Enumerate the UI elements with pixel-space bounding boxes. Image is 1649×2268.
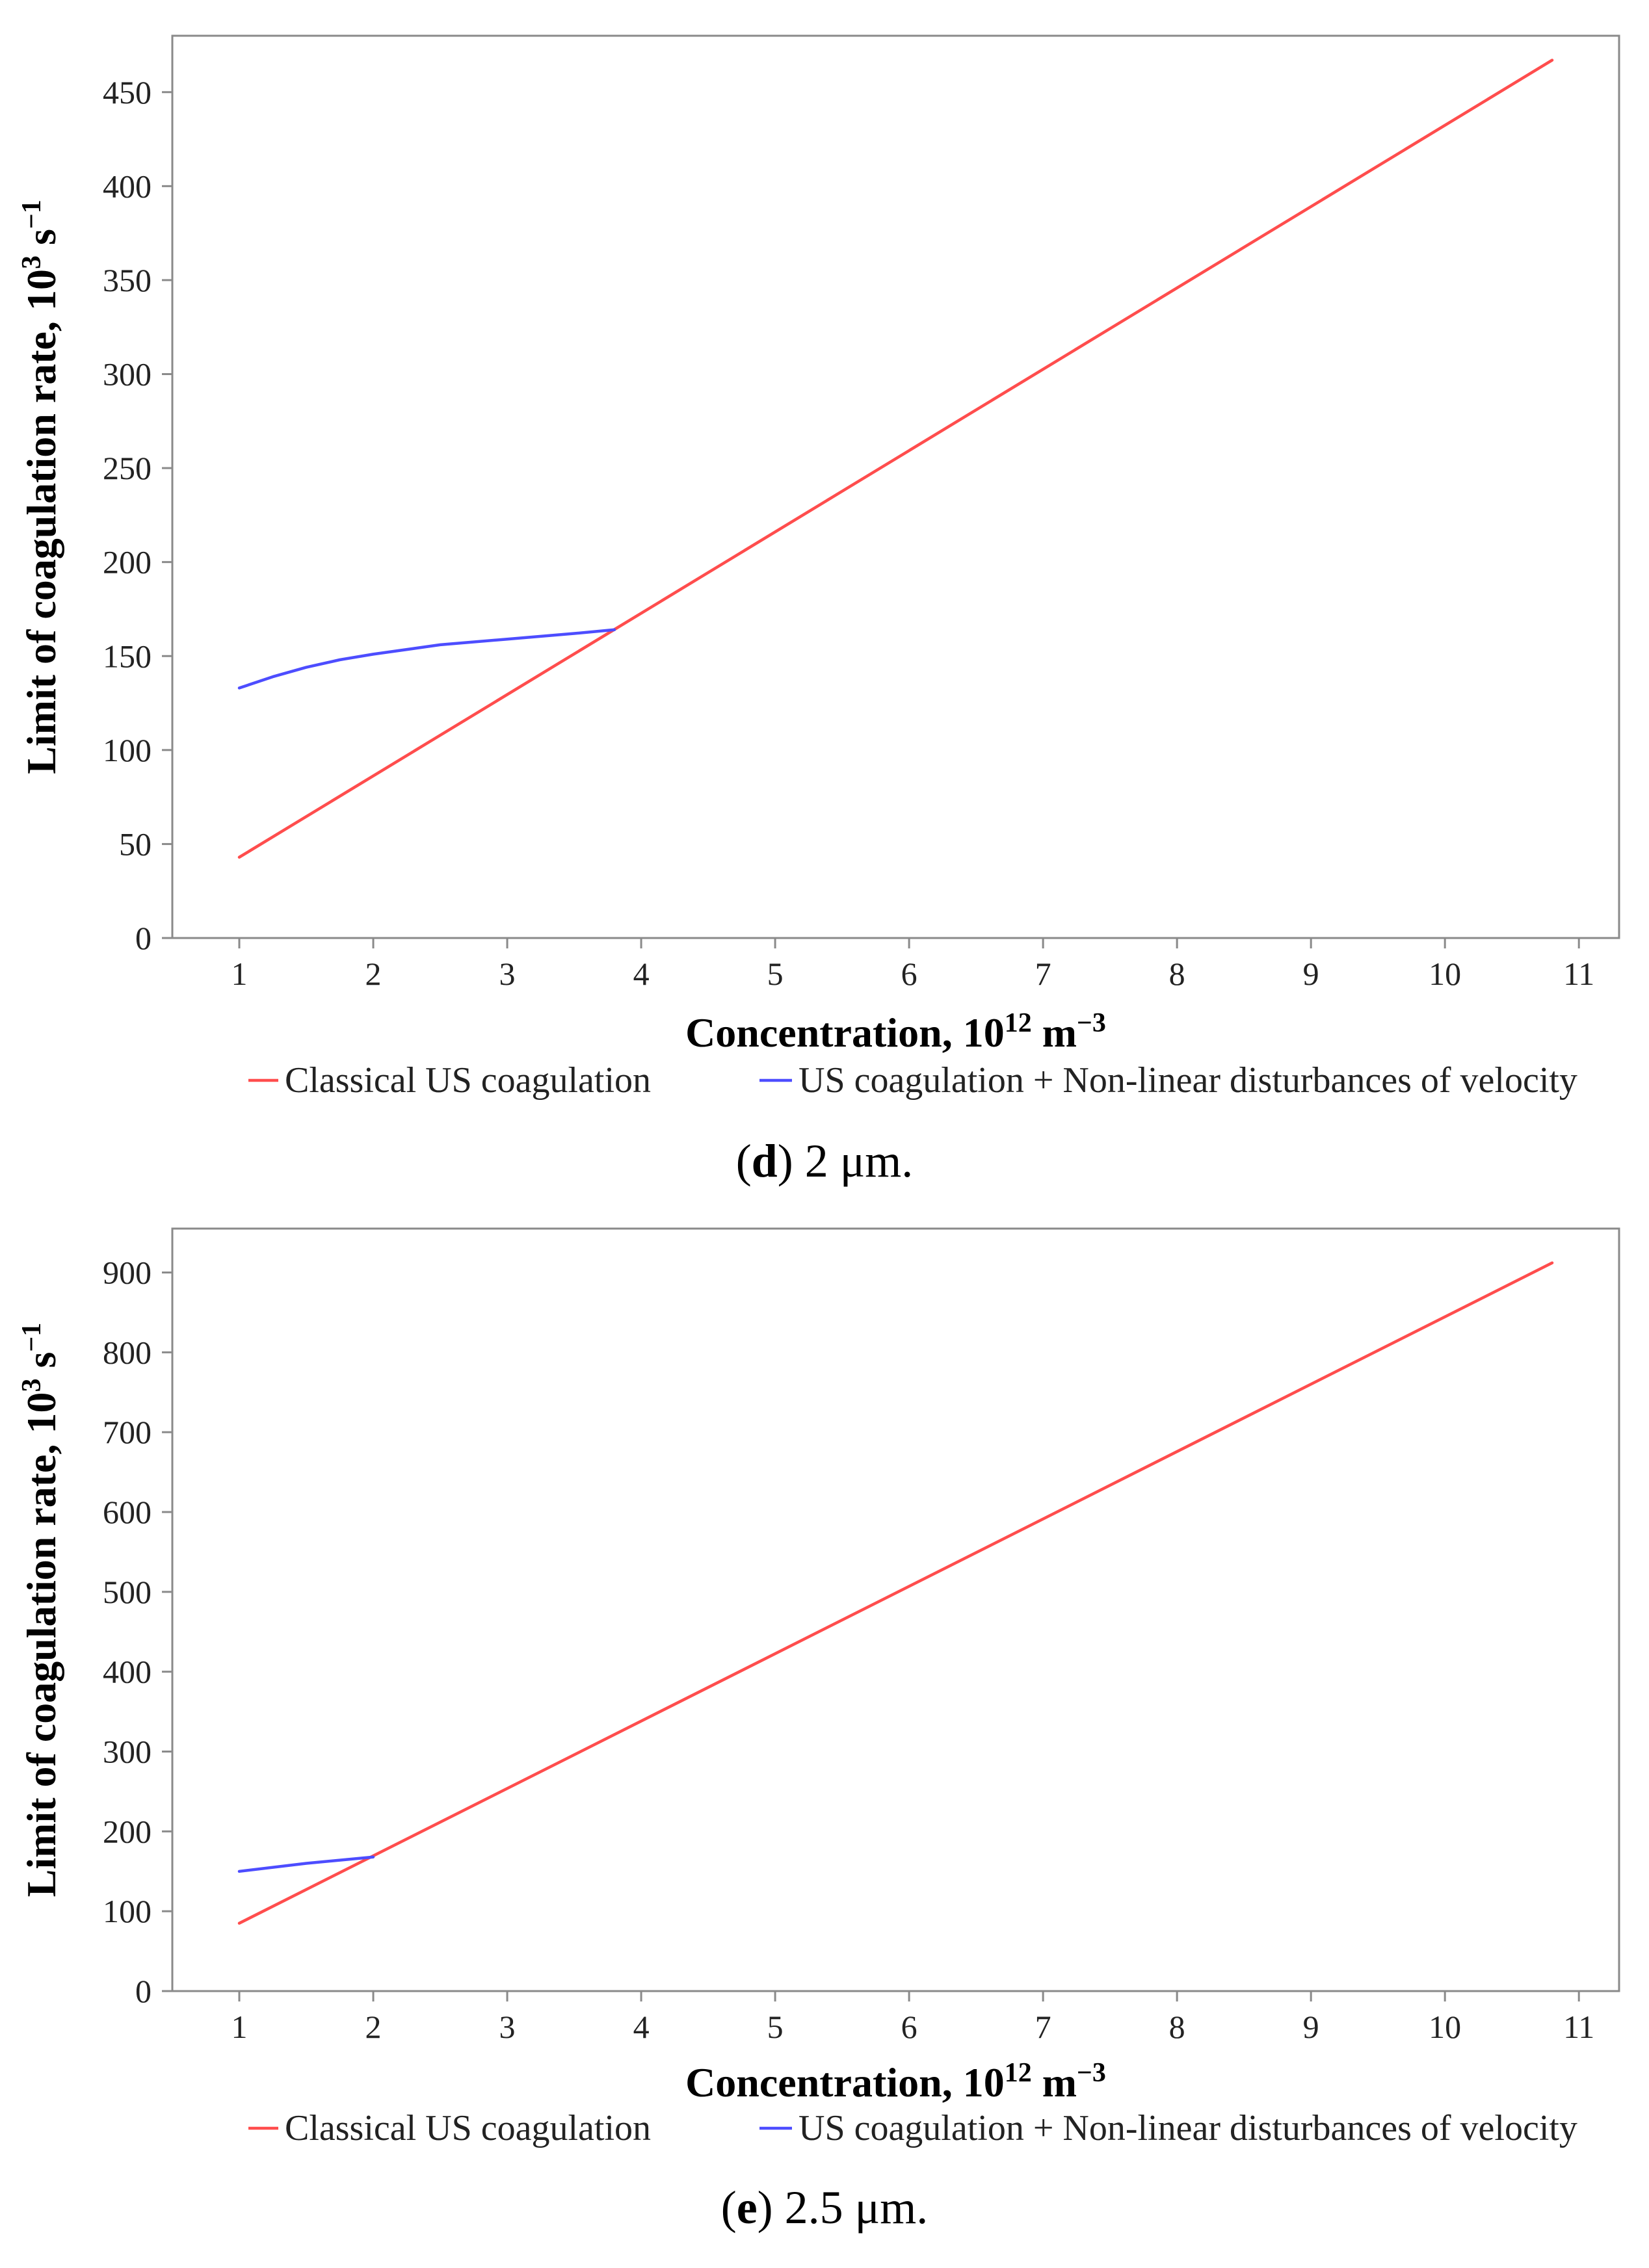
y-tick-label: 700 <box>103 1414 152 1450</box>
y-tick-label: 400 <box>103 168 152 204</box>
legend: Classical US coagulation US coagulation +… <box>248 2108 1577 2148</box>
series-line-classical <box>237 1261 1554 1925</box>
x-tick-label: 8 <box>1169 956 1185 992</box>
series-line-nonlinear <box>237 1855 375 1873</box>
x-tick-label: 10 <box>1429 2009 1461 2045</box>
x-tick-label: 7 <box>1035 2009 1051 2045</box>
y-axis-label: Limit of coagulation rate, 103 s−1 <box>17 200 64 774</box>
x-tick-label: 1 <box>231 956 248 992</box>
panel-caption: (e) 2.5 μm. <box>721 2182 929 2234</box>
y-tick-label: 350 <box>103 262 152 298</box>
y-tick-label: 0 <box>135 1973 152 2009</box>
x-tick-label: 5 <box>767 956 784 992</box>
y-tick-label: 250 <box>103 450 152 486</box>
legend: Classical US coagulation US coagulation +… <box>248 1060 1577 1101</box>
x-axis-label: Concentration, 1012 m−3 <box>685 1008 1106 1056</box>
y-tick-label: 900 <box>103 1255 152 1291</box>
series-line-nonlinear <box>237 628 616 690</box>
x-tick-label: 1 <box>231 2009 248 2045</box>
y-tick-label: 100 <box>103 732 152 768</box>
y-tick-label: 800 <box>103 1334 152 1370</box>
y-tick-label: 600 <box>103 1494 152 1530</box>
legend-label-classical: Classical US coagulation <box>285 1060 651 1101</box>
y-tick-label: 150 <box>103 638 152 674</box>
x-tick-label: 5 <box>767 2009 784 2045</box>
legend-label-classical: Classical US coagulation <box>285 2108 651 2148</box>
y-tick-label: 300 <box>103 356 152 393</box>
x-tick-label: 7 <box>1035 956 1051 992</box>
y-tick-label: 200 <box>103 1813 152 1849</box>
chart-panel-d: 1 2 3 4 5 6 7 8 9 10 11 0 50 100 150 200 250 300 350 400 450… <box>17 34 1620 1187</box>
x-tick-label: 9 <box>1303 956 1319 992</box>
x-tick-label: 4 <box>633 956 650 992</box>
plot-area-frame <box>171 34 1620 939</box>
y-tick-label: 0 <box>135 920 152 956</box>
x-axis-label: Concentration, 1012 m−3 <box>685 2058 1106 2105</box>
y-tick-label: 200 <box>103 544 152 580</box>
x-tick-label: 2 <box>365 2009 382 2045</box>
plot-area-frame <box>171 1227 1620 1992</box>
x-tick-label: 3 <box>499 2009 516 2045</box>
y-tick-label: 400 <box>103 1654 152 1690</box>
x-tick-label: 6 <box>901 2009 917 2045</box>
x-tick-label: 11 <box>1563 956 1594 992</box>
x-tick-label: 9 <box>1303 2009 1319 2045</box>
y-axis-label: Limit of coagulation rate, 103 s−1 <box>17 1323 64 1897</box>
y-tick-label: 500 <box>103 1574 152 1610</box>
legend-label-nonlinear: US coagulation + Non-linear disturbances… <box>798 2108 1577 2148</box>
x-tick-label: 2 <box>365 956 382 992</box>
panel-caption: (d) 2 μm. <box>736 1135 914 1187</box>
x-tick-label: 8 <box>1169 2009 1185 2045</box>
y-tick-label: 300 <box>103 1734 152 1770</box>
y-tick-label: 100 <box>103 1893 152 1929</box>
x-tick-label: 10 <box>1429 956 1461 992</box>
legend-label-nonlinear: US coagulation + Non-linear disturbances… <box>798 1060 1577 1101</box>
y-tick-label: 50 <box>119 826 152 862</box>
x-tick-label: 11 <box>1563 2009 1594 2045</box>
x-tick-label: 6 <box>901 956 917 992</box>
y-tick-label: 450 <box>103 74 152 111</box>
series-line-classical <box>237 59 1554 859</box>
chart-panel-e: 1 2 3 4 5 6 7 8 9 10 11 0 100 200 300 400 500 600 700 800 90… <box>17 1227 1620 2234</box>
x-tick-label: 3 <box>499 956 516 992</box>
x-tick-label: 4 <box>633 2009 650 2045</box>
